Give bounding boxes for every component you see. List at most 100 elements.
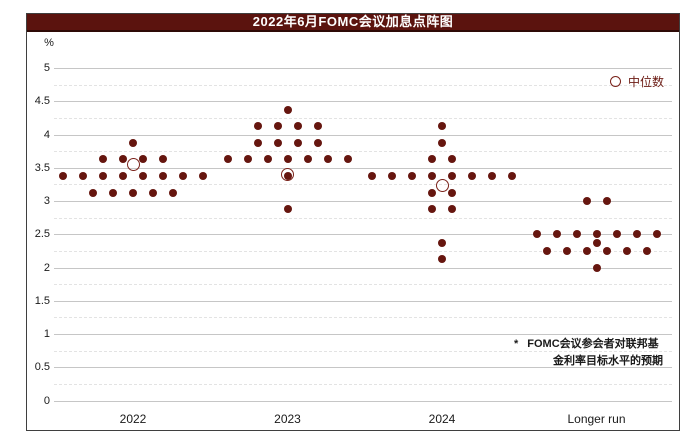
median-circle-icon	[610, 76, 621, 87]
dot	[129, 188, 137, 197]
dot	[448, 155, 456, 164]
y-tick-label: 2	[43, 261, 50, 274]
dot	[343, 155, 352, 164]
dot	[313, 138, 322, 147]
dot	[642, 246, 651, 255]
gridline	[54, 101, 672, 103]
gridline-dashed	[54, 350, 672, 352]
dot	[612, 230, 621, 239]
y-tick-label: 0	[43, 394, 50, 407]
dot	[652, 230, 661, 239]
footnote-line-2: 金利率目标水平的预期	[553, 355, 663, 367]
gridline-dashed	[54, 250, 672, 252]
dot	[438, 238, 446, 247]
dot	[438, 255, 446, 264]
dot	[368, 172, 376, 181]
dot	[169, 188, 177, 197]
y-tick-label: 3	[43, 195, 50, 207]
dot	[582, 246, 591, 255]
gridline-dashed	[54, 383, 672, 385]
dot	[89, 188, 97, 197]
dot	[592, 263, 601, 272]
dot	[592, 238, 601, 247]
y-tick-label: 0.5	[34, 361, 50, 374]
dot	[438, 122, 446, 131]
legend-median-label: 中位数	[628, 75, 665, 89]
dot	[632, 230, 641, 239]
y-tick-label: 4	[43, 128, 50, 141]
y-tick-label: 3.5	[34, 161, 50, 174]
dot	[428, 155, 436, 164]
dot	[119, 155, 127, 164]
dot	[468, 172, 476, 181]
dot	[448, 205, 456, 214]
dot	[59, 172, 67, 181]
median-circle	[126, 157, 140, 171]
asterisk-marker: *	[514, 338, 519, 350]
dot	[428, 205, 436, 214]
dot	[602, 246, 611, 255]
dot	[602, 197, 611, 205]
dot	[448, 188, 456, 197]
dot	[283, 155, 292, 164]
gridline	[54, 367, 672, 369]
chart-frame: 2022年6月FOMC会议加息点阵图 % 5 4.5 4 3.5 3 2.5 2 1.5 1 0.…	[26, 13, 680, 431]
dot	[542, 246, 551, 255]
gridline	[54, 134, 672, 136]
median-circle	[435, 178, 449, 192]
y-tick-label: 1	[43, 328, 50, 340]
dot	[293, 138, 302, 147]
y-tick-label: 5	[43, 62, 50, 74]
dot	[79, 172, 87, 181]
dot	[488, 172, 496, 181]
dot	[199, 172, 207, 181]
gridline	[54, 400, 672, 402]
dot	[243, 155, 252, 164]
dot	[99, 155, 107, 164]
dot	[273, 138, 282, 147]
gridline	[54, 201, 672, 202]
dot	[428, 188, 436, 197]
gridline	[54, 267, 672, 269]
dot	[323, 155, 332, 164]
gridline	[54, 167, 672, 169]
dot	[263, 155, 272, 164]
dot	[179, 172, 187, 181]
gridline-dashed	[54, 217, 672, 219]
dot	[448, 172, 456, 181]
dot	[303, 155, 312, 164]
dot	[139, 155, 147, 164]
dot	[572, 230, 581, 239]
dot	[109, 188, 117, 197]
x-axis-label: 2022	[119, 412, 147, 426]
gridline-dashed	[54, 151, 672, 153]
x-axis-label: Longer run	[567, 412, 626, 426]
dot	[592, 230, 601, 239]
footnote-line-1: * FOMC会议参会者对联邦基	[514, 336, 696, 353]
dot	[562, 246, 571, 255]
dot	[293, 122, 302, 131]
gridline-dashed	[54, 284, 672, 286]
gridline-dashed	[54, 317, 672, 319]
dot	[139, 172, 147, 181]
dot	[438, 138, 446, 147]
dot	[532, 230, 541, 239]
footnote: * FOMC会议参会者对联邦基 金利率目标水平的预期	[514, 336, 696, 370]
gridline	[54, 68, 672, 69]
dot	[99, 172, 107, 181]
dot	[223, 155, 232, 164]
gridline	[54, 234, 672, 236]
dot	[313, 122, 322, 131]
dot	[159, 155, 167, 164]
y-axis-unit-label: %	[44, 37, 54, 49]
legend: 中位数	[610, 73, 664, 90]
dot	[253, 138, 262, 147]
y-tick-label: 4.5	[34, 95, 50, 108]
gridline-dashed	[54, 184, 672, 186]
dot	[428, 172, 436, 181]
dot	[622, 246, 631, 255]
plot-area: % 5 4.5 4 3.5 3 2.5 2 1.5 1 0.5 0 2022 2023 2024 Longe…	[27, 14, 679, 430]
gridline-dashed	[54, 117, 672, 119]
dot	[508, 172, 516, 181]
dot	[388, 172, 396, 181]
